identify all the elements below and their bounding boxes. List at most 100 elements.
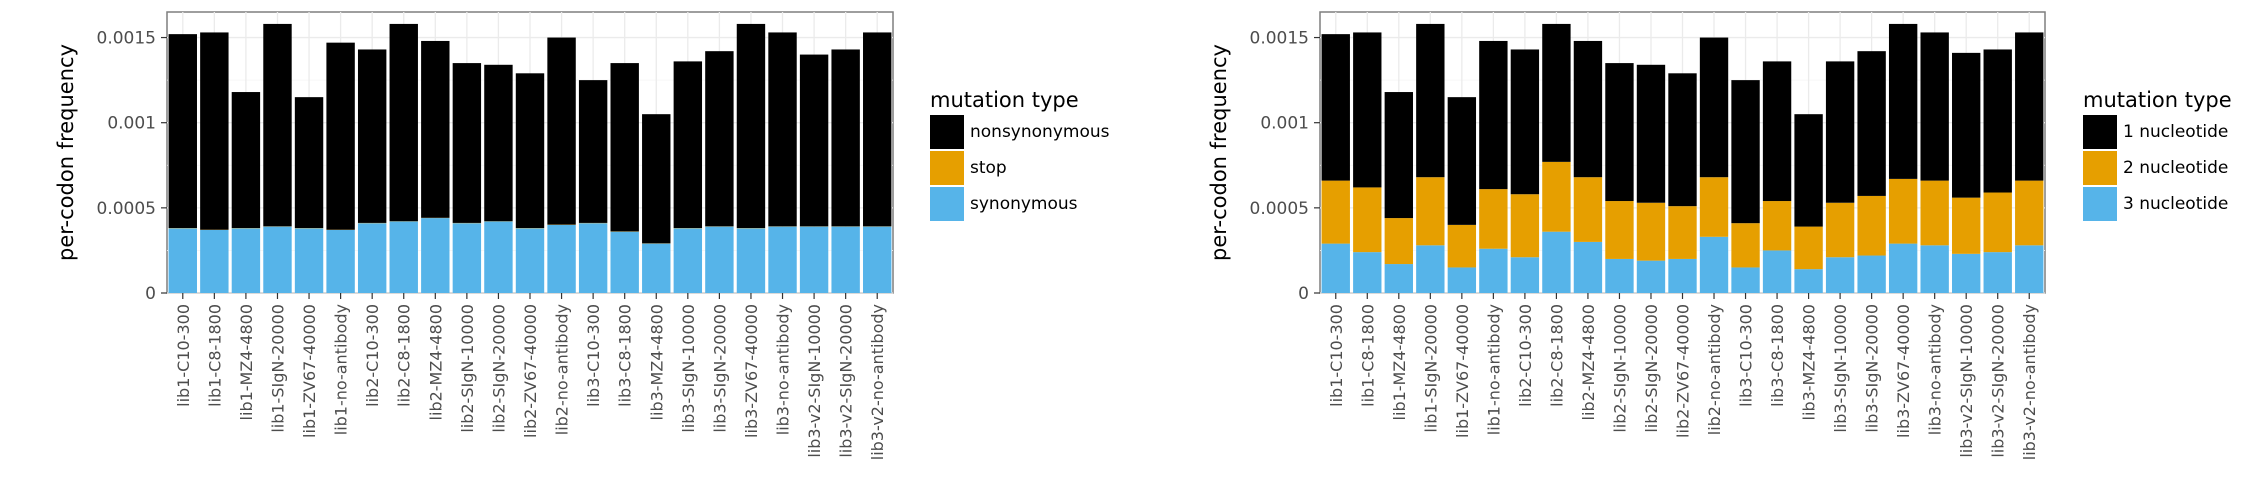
x-tick-label: lib2-C8-1800 xyxy=(1547,304,1566,407)
bar-nonsynonymous-lib2-MZ4-4800 xyxy=(421,40,450,218)
legend-title: mutation type xyxy=(2083,88,2232,112)
x-tick-label: lib2-ZV67-40000 xyxy=(521,304,540,438)
bar-synonymous-lib1-C10-300 xyxy=(168,228,197,293)
bar-nonsynonymous-lib1-ZV67-40000 xyxy=(294,97,324,229)
x-tick-label: lib3-v2-SIgN-20000 xyxy=(1989,304,2008,458)
bar-1-nucleotide-lib3-C8-1800 xyxy=(1762,61,1792,202)
bar-synonymous-lib3-v2-SIgN-20000 xyxy=(831,226,860,293)
bar-1-nucleotide-lib2-no-antibody xyxy=(1699,37,1729,178)
x-tick-label: lib2-SIgN-10000 xyxy=(458,304,477,433)
bar-3-nucleotide-lib1-SIgN-20000 xyxy=(1416,245,1445,293)
x-tick-label: lib1-MZ4-4800 xyxy=(237,304,256,420)
x-tick-label: lib2-C10-300 xyxy=(1516,304,1535,407)
bar-nonsynonymous-lib3-no-antibody xyxy=(768,32,797,227)
bar-3-nucleotide-lib3-C10-300 xyxy=(1731,267,1760,293)
legend-label-stop: stop xyxy=(970,158,1007,178)
bar-3-nucleotide-lib2-SIgN-20000 xyxy=(1636,260,1666,293)
bar-2-nucleotide-lib3-MZ4-4800 xyxy=(1794,226,1823,270)
bar-2-nucleotide-lib2-SIgN-20000 xyxy=(1636,202,1666,261)
bar-synonymous-lib1-SIgN-20000 xyxy=(263,226,292,293)
bar-1-nucleotide-lib3-v2-SIgN-10000 xyxy=(1952,52,1981,198)
bar-3-nucleotide-lib2-no-antibody xyxy=(1699,236,1729,293)
bar-1-nucleotide-lib3-C10-300 xyxy=(1731,80,1760,224)
bar-synonymous-lib3-C8-1800 xyxy=(610,231,639,293)
bar-nonsynonymous-lib1-SIgN-20000 xyxy=(263,23,292,227)
x-tick-label: lib1-SIgN-20000 xyxy=(268,304,287,433)
bar-synonymous-lib2-SIgN-20000 xyxy=(484,221,513,293)
bar-2-nucleotide-lib1-C8-1800 xyxy=(1353,187,1382,253)
bar-synonymous-lib3-SIgN-20000 xyxy=(705,226,734,293)
bar-3-nucleotide-lib3-SIgN-10000 xyxy=(1825,257,1855,293)
x-tick-label: lib2-no-antibody xyxy=(1705,304,1724,435)
x-tick-label: lib3-no-antibody xyxy=(774,304,793,435)
bar-synonymous-lib1-ZV67-40000 xyxy=(294,228,324,293)
x-tick-label: lib1-C10-300 xyxy=(174,304,193,407)
bar-synonymous-lib1-MZ4-4800 xyxy=(231,228,261,293)
bar-1-nucleotide-lib2-MZ4-4800 xyxy=(1573,40,1603,178)
x-tick-label: lib1-C8-1800 xyxy=(205,304,224,407)
bar-nonsynonymous-lib2-ZV67-40000 xyxy=(515,73,545,229)
x-tick-label: lib1-C10-300 xyxy=(1327,304,1346,407)
bar-2-nucleotide-lib3-C10-300 xyxy=(1731,223,1760,268)
x-tick-label: lib3-v2-no-antibody xyxy=(2020,304,2039,460)
legend-swatch-synonymous xyxy=(930,187,964,221)
bar-synonymous-lib3-SIgN-10000 xyxy=(673,228,703,293)
bar-3-nucleotide-lib3-v2-no-antibody xyxy=(2015,245,2044,293)
legend-label-1-nucleotide: 1 nucleotide xyxy=(2123,122,2228,142)
bar-3-nucleotide-lib1-ZV67-40000 xyxy=(1447,267,1477,293)
legend-label-3-nucleotide: 3 nucleotide xyxy=(2123,194,2228,214)
legend-swatch-stop xyxy=(930,151,964,185)
bar-synonymous-lib3-C10-300 xyxy=(578,223,608,293)
bar-synonymous-lib1-no-antibody xyxy=(326,229,355,293)
x-tick-label: lib3-v2-no-antibody xyxy=(868,304,887,460)
bar-1-nucleotide-lib2-SIgN-20000 xyxy=(1636,64,1666,203)
bar-1-nucleotide-lib1-C8-1800 xyxy=(1353,32,1382,188)
bar-nonsynonymous-lib2-SIgN-10000 xyxy=(452,63,482,223)
bar-nonsynonymous-lib2-C10-300 xyxy=(357,49,387,223)
legend-swatch-2-nucleotide xyxy=(2083,151,2117,185)
bar-nonsynonymous-lib3-SIgN-10000 xyxy=(673,61,703,229)
x-tick-label: lib3-C10-300 xyxy=(1737,304,1756,407)
bar-1-nucleotide-lib2-SIgN-10000 xyxy=(1605,63,1634,202)
x-tick-label: lib1-C8-1800 xyxy=(1358,304,1377,407)
bar-nonsynonymous-lib1-no-antibody xyxy=(326,42,355,230)
bar-synonymous-lib3-no-antibody xyxy=(768,226,797,293)
bar-1-nucleotide-lib3-v2-SIgN-20000 xyxy=(1983,49,2012,193)
bar-2-nucleotide-lib2-C8-1800 xyxy=(1542,161,1571,232)
bar-2-nucleotide-lib2-no-antibody xyxy=(1699,177,1729,237)
x-tick-label: lib2-ZV67-40000 xyxy=(1674,304,1693,438)
legend-label-synonymous: synonymous xyxy=(970,194,1078,214)
x-tick-label: lib3-SIgN-10000 xyxy=(679,304,698,433)
bar-synonymous-lib3-ZV67-40000 xyxy=(736,228,766,293)
x-tick-label: lib2-no-antibody xyxy=(553,304,572,435)
x-tick-label: lib1-no-antibody xyxy=(1484,304,1503,435)
bar-nonsynonymous-lib3-v2-SIgN-20000 xyxy=(831,49,860,227)
y-tick-label: 0 xyxy=(1298,284,1309,304)
bar-nonsynonymous-lib3-SIgN-20000 xyxy=(705,51,734,227)
x-tick-label: lib3-no-antibody xyxy=(1926,304,1945,435)
bar-synonymous-lib2-SIgN-10000 xyxy=(452,223,482,293)
bar-nonsynonymous-lib2-no-antibody xyxy=(547,37,576,225)
x-tick-label: lib3-C8-1800 xyxy=(1768,304,1787,407)
x-tick-label: lib3-ZV67-40000 xyxy=(742,304,761,438)
bar-3-nucleotide-lib2-SIgN-10000 xyxy=(1605,258,1634,293)
bar-3-nucleotide-lib1-C8-1800 xyxy=(1353,252,1382,293)
y-tick-label: 0.001 xyxy=(1260,114,1309,134)
bar-2-nucleotide-lib3-SIgN-10000 xyxy=(1825,202,1855,258)
y-tick-label: 0.0015 xyxy=(1250,29,1309,49)
x-tick-label: lib2-SIgN-20000 xyxy=(489,304,508,433)
bar-3-nucleotide-lib1-no-antibody xyxy=(1479,248,1508,293)
bar-3-nucleotide-lib2-MZ4-4800 xyxy=(1573,241,1603,293)
y-axis-title: per-codon frequency xyxy=(1207,44,1231,261)
bar-synonymous-lib3-MZ4-4800 xyxy=(642,243,671,293)
x-tick-label: lib1-no-antibody xyxy=(332,304,351,435)
bar-2-nucleotide-lib3-v2-SIgN-10000 xyxy=(1952,197,1981,254)
bar-synonymous-lib2-MZ4-4800 xyxy=(421,218,450,293)
bar-nonsynonymous-lib1-C8-1800 xyxy=(200,32,229,230)
bar-3-nucleotide-lib3-no-antibody xyxy=(1920,245,1949,293)
bar-nonsynonymous-lib1-C10-300 xyxy=(168,34,197,229)
bar-3-nucleotide-lib3-SIgN-20000 xyxy=(1857,255,1886,293)
bar-1-nucleotide-lib2-ZV67-40000 xyxy=(1668,73,1697,207)
legend-swatch-3-nucleotide xyxy=(2083,187,2117,221)
x-tick-label: lib1-SIgN-20000 xyxy=(1421,304,1440,433)
